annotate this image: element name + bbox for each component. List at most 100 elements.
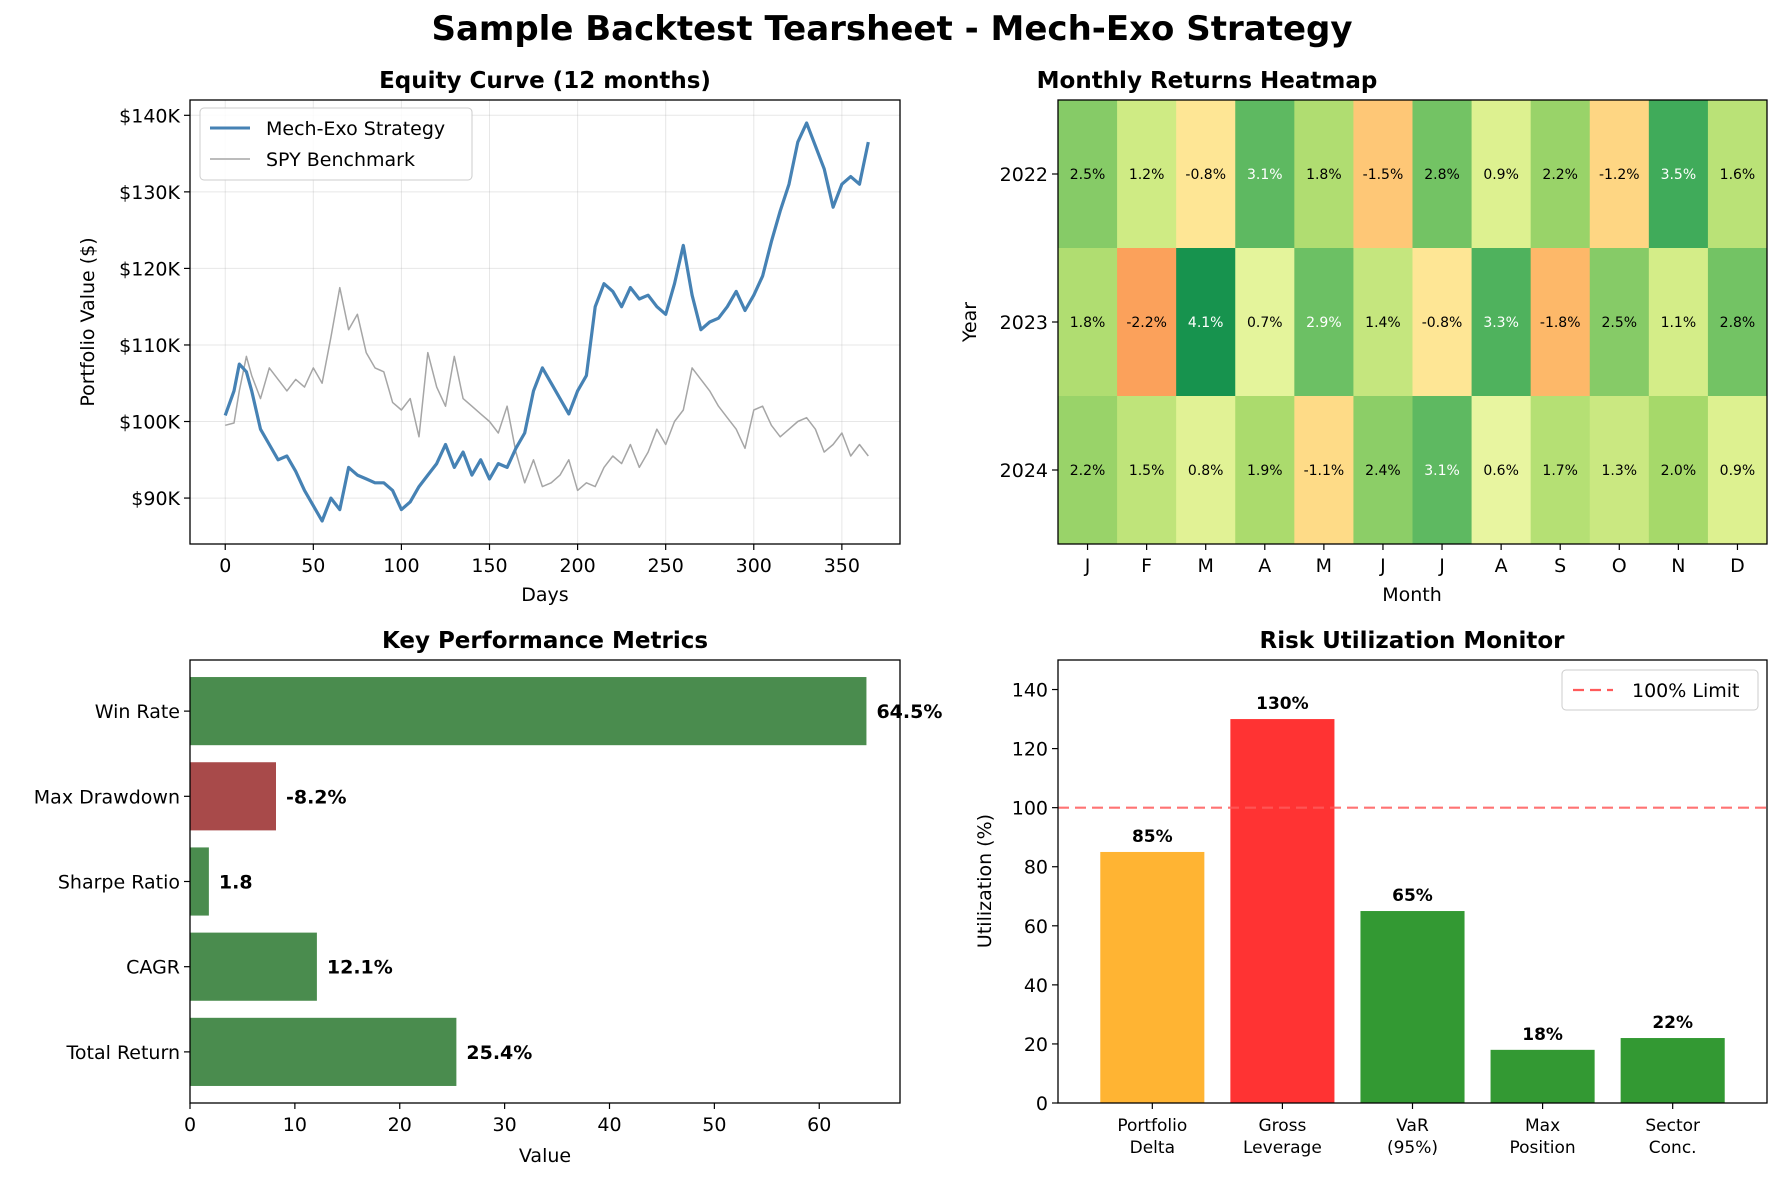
heatmap-month-label: A (1495, 555, 1508, 577)
heatmap-cell (1530, 396, 1591, 545)
heatmap-xlabel: Month (1382, 584, 1442, 606)
metrics-bars: 25.4% 12.1% 1.8 -8.2% 64.5% (190, 677, 942, 1086)
legend-label-benchmark: SPY Benchmark (266, 149, 415, 171)
metrics-ticks: Total Return CAGR Sharpe Ratio Max Drawdown… (34, 701, 832, 1136)
equity-curve-legend: Mech-Exo Strategy SPY Benchmark (199, 107, 473, 181)
risk-category-label-line: (95%) (1387, 1138, 1438, 1158)
heatmap-month-label: J (1379, 555, 1386, 577)
heatmap-cell-label: 1.8% (1306, 167, 1342, 183)
heatmap-cell-label: 2.2% (1070, 463, 1106, 479)
heatmap-cell-label: 2.4% (1365, 463, 1401, 479)
equity-x-tick-label: 350 (824, 555, 860, 577)
legend-box (199, 107, 473, 181)
heatmap-cell-label: 4.1% (1188, 315, 1224, 331)
heatmap-month-label: F (1141, 555, 1152, 577)
heatmap-cell-label: 1.6% (1720, 167, 1756, 183)
heatmap-title: Monthly Returns Heatmap (1037, 68, 1378, 94)
risk-y-tick-label: 60 (1024, 916, 1048, 938)
heatmap-cell-label: -1.5% (1363, 167, 1404, 183)
risk-category-label-line: Delta (1130, 1138, 1175, 1158)
equity-x-tick-label: 150 (471, 555, 507, 577)
heatmap-cell (1589, 248, 1650, 397)
heatmap-cell-label: 3.1% (1424, 463, 1460, 479)
heatmap-cell-label: 1.3% (1602, 463, 1638, 479)
risk-y-tick-label: 40 (1024, 975, 1048, 997)
heatmap-ticks: J F M A M J J A S O N D 2022 2023 2024 (1000, 164, 1745, 577)
risk-value-label: 85% (1132, 827, 1173, 847)
risk-bar (1230, 719, 1335, 1103)
heatmap-cell (1471, 248, 1532, 397)
risk-category-label-line: Max (1525, 1116, 1560, 1136)
risk-category-label-line: Gross (1258, 1116, 1306, 1136)
heatmap-month-label: J (1438, 555, 1445, 577)
risk-bar (1620, 1038, 1725, 1103)
heatmap-cell (1058, 248, 1118, 397)
risk-bar (1490, 1049, 1595, 1103)
risk-category-label-line: VaR (1396, 1116, 1429, 1136)
equity-x-tick-label: 50 (301, 555, 325, 577)
heatmap-cell (1589, 396, 1650, 545)
heatmap-month-label: N (1671, 555, 1685, 577)
metric-x-tick-label: 60 (807, 1114, 831, 1136)
heatmap-cell (1530, 248, 1591, 397)
equity-curve-grid (190, 100, 900, 544)
heatmap-cell (1707, 248, 1768, 397)
strategy-equity-line (223, 121, 870, 523)
equity-y-tick-label: $110K (119, 335, 180, 357)
risk-category-label: Max Position (1509, 1116, 1575, 1158)
heatmap-month-label: S (1554, 555, 1566, 577)
heatmap-cell-label: -0.8% (1422, 315, 1463, 331)
risk-category-label-line: Position (1509, 1138, 1575, 1158)
equity-x-tick-label: 200 (559, 555, 595, 577)
metric-x-tick-label: 40 (597, 1114, 621, 1136)
heatmap-cell-label: 1.8% (1070, 315, 1106, 331)
heatmap-cell (1176, 396, 1236, 545)
heatmap-cell (1648, 396, 1709, 545)
metric-category-label: Win Rate (95, 701, 180, 723)
heatmap-cell (1176, 248, 1236, 397)
risk-title: Risk Utilization Monitor (1260, 628, 1566, 654)
heatmap-month-label: D (1730, 555, 1745, 577)
heatmap-cell-label: 1.7% (1542, 463, 1578, 479)
heatmap-cell-label: -1.2% (1599, 167, 1640, 183)
risk-category-label-line: Leverage (1243, 1138, 1322, 1158)
metric-category-label: Max Drawdown (34, 786, 180, 808)
heatmap-cell (1235, 396, 1295, 545)
heatmap-month-label: O (1612, 555, 1627, 577)
risk-bar (1360, 911, 1465, 1103)
performance-metrics-panel: Key Performance Metrics 25.4% 12.1% 1.8 -8.… (34, 628, 943, 1167)
risk-bars: 85% 130% 65% 18% 22% (1100, 694, 1725, 1103)
risk-y-tick-label: 80 (1024, 857, 1048, 879)
risk-y-tick-label: 100 (1012, 798, 1048, 820)
heatmap-cell-label: 2.2% (1542, 167, 1578, 183)
heatmap-cell-label: -1.1% (1304, 463, 1345, 479)
heatmap-year-label: 2024 (1000, 460, 1048, 482)
risk-legend-box (1561, 669, 1759, 711)
heatmap-cell (1353, 100, 1413, 249)
metric-x-tick-label: 30 (493, 1114, 517, 1136)
heatmap-cell-label: 0.7% (1247, 315, 1283, 331)
heatmap-cell (1117, 396, 1177, 545)
heatmap-cell (1117, 248, 1177, 397)
heatmap-cell-label: 2.9% (1306, 315, 1342, 331)
risk-category-label: VaR (95%) (1387, 1116, 1438, 1158)
heatmap-cell-label: 2.5% (1602, 315, 1638, 331)
heatmap-cell (1294, 100, 1354, 249)
risk-y-tick-label: 0 (1036, 1093, 1048, 1115)
heatmap-cell (1648, 248, 1709, 397)
heatmap-cell (1235, 100, 1295, 249)
risk-category-label: Gross Leverage (1243, 1116, 1322, 1158)
risk-value-label: 18% (1522, 1025, 1563, 1045)
equity-x-tick-label: 250 (648, 555, 684, 577)
heatmap-ylabel: Year (959, 302, 981, 343)
equity-curve-ylabel: Portfolio Value ($) (77, 237, 99, 406)
heatmap-cell (1353, 248, 1413, 397)
heatmap-month-label: J (1084, 555, 1091, 577)
metric-bar (190, 677, 867, 746)
heatmap-month-label: M (1198, 555, 1214, 577)
heatmap-month-label: M (1316, 555, 1332, 577)
heatmap-cell (1117, 100, 1177, 249)
metrics-xlabel: Value (519, 1145, 571, 1167)
heatmap-cell (1176, 100, 1236, 249)
equity-y-tick-label: $120K (119, 258, 180, 280)
